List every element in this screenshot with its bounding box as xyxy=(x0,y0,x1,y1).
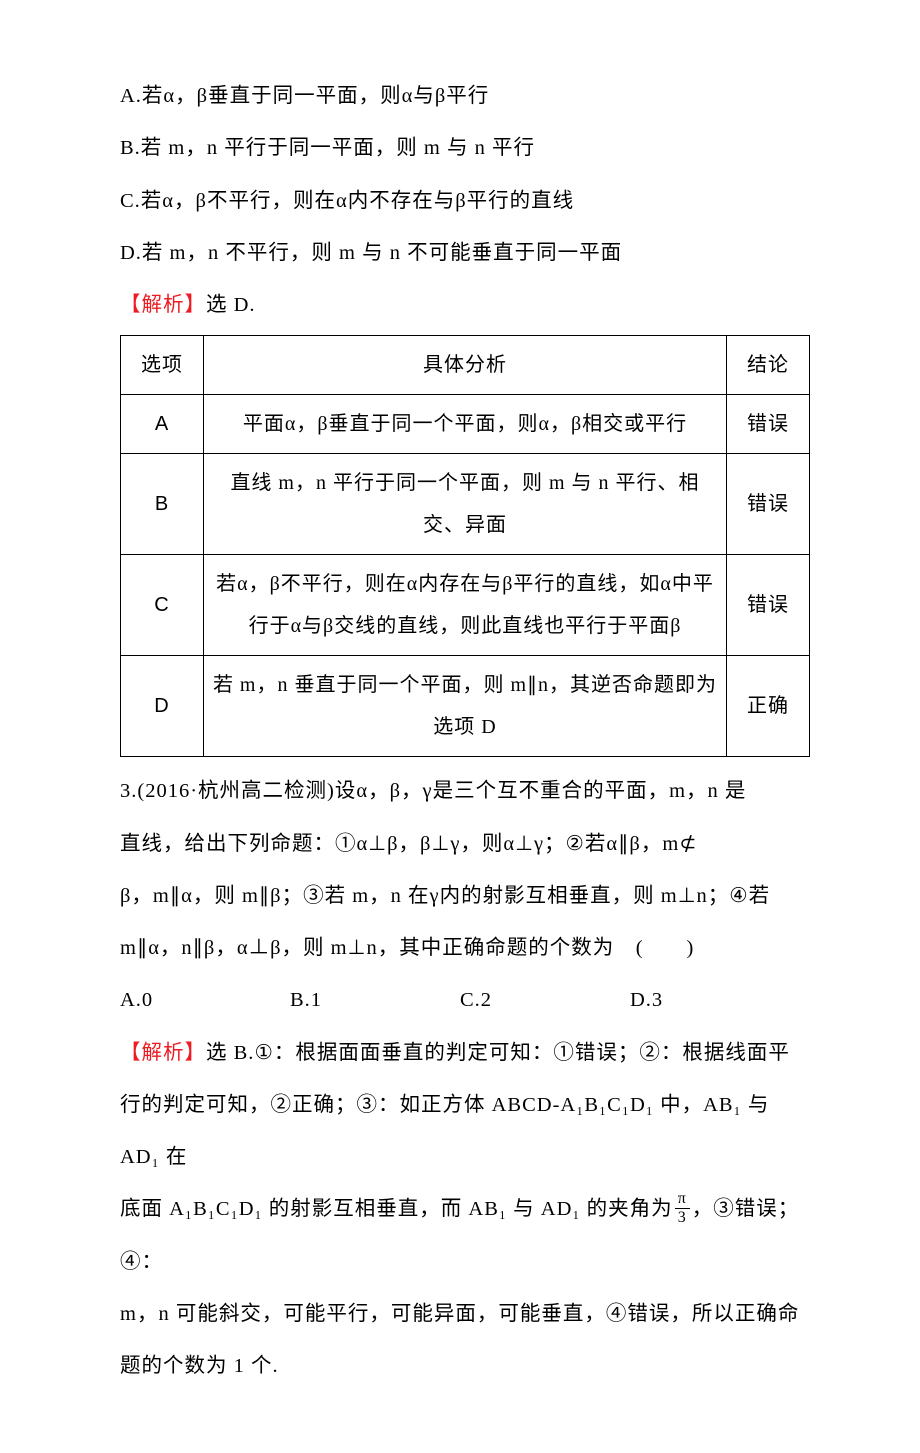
q3-line1: 3.(2016·杭州高二检测)设α，β，γ是三个互不重合的平面，m，n 是 xyxy=(120,765,810,817)
ans2-line2: 行的判定可知，②正确；③：如正方体 ABCD-A₁B₁C₁D₁ 中，AB₁ 与 … xyxy=(120,1079,810,1184)
choice-a: A.0 xyxy=(120,974,290,1026)
row-c-conc: 错误 xyxy=(727,555,810,656)
analysis-line-1: 【解析】选 D. xyxy=(120,279,810,331)
analysis-label-2: 【解析】 xyxy=(120,1042,206,1064)
row-c-text: 若α，β不平行，则在α内存在与β平行的直线，如α中平行于α与β交线的直线，则此直… xyxy=(204,555,727,656)
row-b-conc: 错误 xyxy=(727,454,810,555)
choice-row: A.0 B.1 C.2 D.3 xyxy=(120,974,810,1026)
ans2-line3: 底面 A₁B₁C₁D₁ 的射影互相垂直，而 AB₁ 与 AD₁ 的夹角为π3，③… xyxy=(120,1183,810,1288)
choice-b: B.1 xyxy=(290,974,460,1026)
row-d-opt: D xyxy=(121,656,204,757)
analysis-label: 【解析】 xyxy=(120,294,206,316)
th-analysis: 具体分析 xyxy=(204,336,727,395)
ans2-seg1: ①：根据面面垂直的判定可知：①错误；②：根据线面平 xyxy=(254,1042,789,1064)
row-c-opt: C xyxy=(121,555,204,656)
th-option: 选项 xyxy=(121,336,204,395)
row-d-text: 若 m，n 垂直于同一个平面，则 m∥n，其逆否命题即为选项 D xyxy=(204,656,727,757)
row-b-opt: B xyxy=(121,454,204,555)
q3-notsubset: ⊄ xyxy=(679,833,697,855)
ans2-line1: 【解析】选 B.①：根据面面垂直的判定可知：①错误；②：根据线面平 xyxy=(120,1027,810,1079)
q3-line4: m∥α，n∥β，α⊥β，则 m⊥n，其中正确命题的个数为 ( ) xyxy=(120,922,810,974)
choice-c: C.2 xyxy=(460,974,630,1026)
ans2-l3a: 底面 A₁B₁C₁D₁ 的射影互相垂直，而 AB₁ 与 AD₁ 的夹角为 xyxy=(120,1198,673,1220)
frac-den: 3 xyxy=(675,1209,690,1226)
ans2-line4: m，n 可能斜交，可能平行，可能异面，可能垂直，④错误，所以正确命 xyxy=(120,1288,810,1340)
q3-l2a: 直线，给出下列命题：①α⊥β，β⊥γ，则α⊥γ；②若α∥β，m xyxy=(120,833,679,855)
analysis-table: 选项 具体分析 结论 A 平面α，β垂直于同一个平面，则α，β相交或平行 错误 … xyxy=(120,335,810,757)
option-c: C.若α，β不平行，则在α内不存在与β平行的直线 xyxy=(120,175,810,227)
q3-line2: 直线，给出下列命题：①α⊥β，β⊥γ，则α⊥γ；②若α∥β，m⊄ xyxy=(120,818,810,870)
q3-line3: β，m∥α，则 m∥β；③若 m，n 在γ内的射影互相垂直，则 m⊥n；④若 xyxy=(120,870,810,922)
row-a-opt: A xyxy=(121,395,204,454)
frac-num: π xyxy=(675,1191,690,1209)
row-d-conc: 正确 xyxy=(727,656,810,757)
ans2-pick: 选 B. xyxy=(206,1042,254,1064)
row-a-text: 平面α，β垂直于同一个平面，则α，β相交或平行 xyxy=(204,395,727,454)
th-conclusion: 结论 xyxy=(727,336,810,395)
ans2-line5: 题的个数为 1 个. xyxy=(120,1340,810,1392)
option-a: A.若α，β垂直于同一平面，则α与β平行 xyxy=(120,70,810,122)
row-b-text: 直线 m，n 平行于同一个平面，则 m 与 n 平行、相交、异面 xyxy=(204,454,727,555)
option-b: B.若 m，n 平行于同一平面，则 m 与 n 平行 xyxy=(120,122,810,174)
choice-d: D.3 xyxy=(630,974,663,1026)
fraction-pi-3: π3 xyxy=(675,1191,690,1226)
option-d: D.若 m，n 不平行，则 m 与 n 不可能垂直于同一平面 xyxy=(120,227,810,279)
analysis-pick-1: 选 D. xyxy=(206,294,256,316)
row-a-conc: 错误 xyxy=(727,395,810,454)
